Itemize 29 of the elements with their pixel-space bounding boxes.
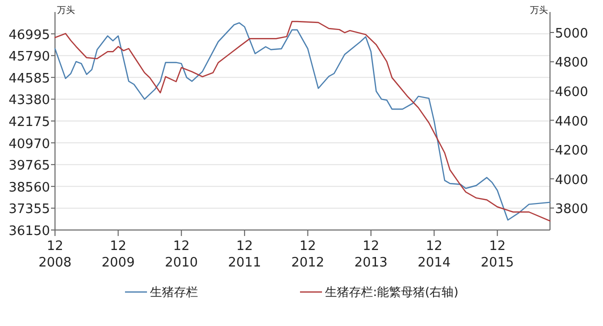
y2-tick-label: 4600 bbox=[555, 85, 588, 100]
y-axis-title: 万头 bbox=[57, 5, 75, 16]
y-tick-label: 42175 bbox=[8, 115, 50, 130]
y-tick-label: 40970 bbox=[8, 136, 50, 152]
y2-axis-title: 万头 bbox=[530, 5, 548, 16]
y-tick-label: 43380 bbox=[8, 93, 50, 108]
x-tick-label: 12 2008 bbox=[38, 239, 72, 270]
y-tick-label: 37355 bbox=[8, 202, 50, 218]
y-tick-label: 36150 bbox=[8, 224, 50, 239]
x-tick-label: 12 2015 bbox=[480, 239, 514, 270]
legend-label: 生猪存栏 bbox=[150, 285, 198, 299]
y-tick-label: 46995 bbox=[8, 28, 50, 43]
y2-tick-label: 3800 bbox=[555, 202, 588, 218]
x-tick-label: 12 2010 bbox=[164, 239, 198, 270]
y-tick-label: 44585 bbox=[8, 71, 50, 86]
y-tick-label: 38560 bbox=[8, 180, 50, 196]
y2-tick-label: 4400 bbox=[555, 114, 588, 130]
y2-tick-label: 4000 bbox=[555, 172, 588, 188]
x-tick-label: 12 2014 bbox=[418, 239, 451, 270]
x-tick-label: 12 2009 bbox=[102, 239, 135, 270]
y-tick-label: 39765 bbox=[8, 158, 50, 174]
y2-tick-label: 4800 bbox=[555, 56, 588, 71]
y2-tick-label: 5000 bbox=[555, 26, 588, 42]
x-tick-label: 12 2012 bbox=[291, 239, 324, 270]
x-tick-label: 12 2011 bbox=[228, 239, 262, 270]
x-tick-label: 12 2013 bbox=[354, 239, 388, 270]
legend-label: 生猪存栏:能繁母猪(右轴) bbox=[325, 285, 458, 299]
y-tick-label: 45790 bbox=[8, 50, 50, 65]
y2-tick-label: 4200 bbox=[555, 144, 588, 159]
